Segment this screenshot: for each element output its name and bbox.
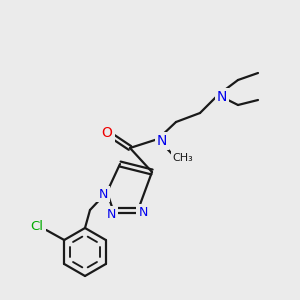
Text: CH₃: CH₃ [172,153,194,163]
Text: O: O [102,126,112,140]
Text: N: N [98,188,108,200]
Text: N: N [157,134,167,148]
Text: N: N [106,208,116,220]
Text: N: N [217,90,227,104]
Text: Cl: Cl [31,220,44,233]
Text: N: N [138,206,148,218]
